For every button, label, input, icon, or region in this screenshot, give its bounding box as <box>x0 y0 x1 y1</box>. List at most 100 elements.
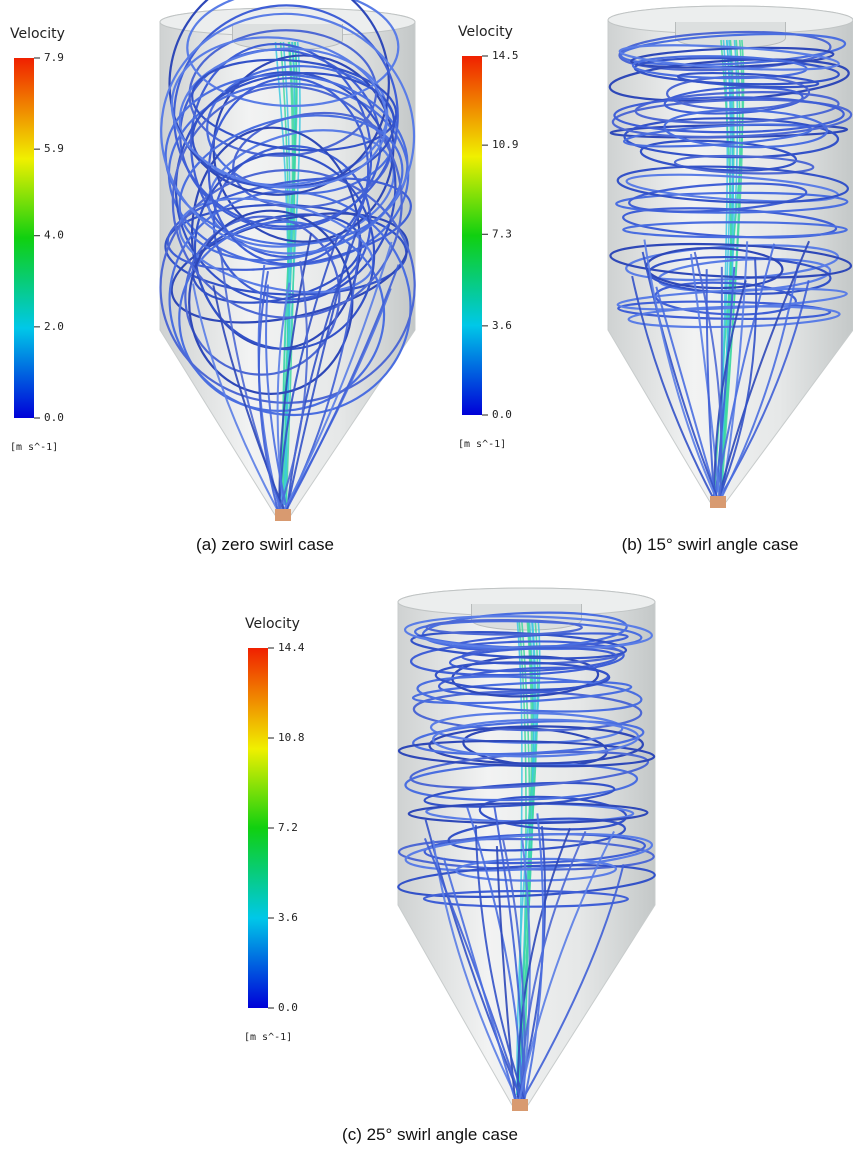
streamline <box>519 830 587 1102</box>
streamline <box>613 96 845 134</box>
streamline <box>277 261 309 512</box>
streamline <box>412 690 643 732</box>
streamline <box>404 832 654 872</box>
streamline <box>407 802 649 825</box>
streamline <box>429 711 624 744</box>
streamline <box>191 72 396 189</box>
colorbar-tick-label: 2.0 <box>44 320 64 333</box>
colorbar-tick-label: 3.6 <box>278 911 298 924</box>
outlet <box>512 1099 528 1111</box>
streamline <box>166 177 412 271</box>
streamline <box>212 285 286 512</box>
streamline <box>693 251 723 499</box>
colorbar-tick-label: 14.4 <box>278 641 305 654</box>
streamline <box>690 253 721 499</box>
colorbar-tick-label: 14.5 <box>492 49 519 62</box>
colorbar-tick-label: 7.9 <box>44 51 64 64</box>
streamline <box>428 725 645 765</box>
streamline <box>474 825 526 1102</box>
streamline <box>676 71 820 89</box>
streamline <box>455 857 618 882</box>
caption: (c) 25° swirl angle case <box>342 1125 518 1144</box>
streamline <box>617 300 832 321</box>
streamline <box>466 807 524 1102</box>
streamline <box>282 241 393 512</box>
streamline <box>191 58 398 152</box>
streamline <box>516 827 571 1102</box>
caption: (a) zero swirl case <box>196 535 334 554</box>
streamline <box>257 270 280 512</box>
streamline <box>720 261 800 499</box>
streamline <box>655 286 718 499</box>
streamline <box>168 0 390 196</box>
streamline <box>186 0 400 108</box>
streamline <box>641 251 719 499</box>
colorbar-tick-label: 0.0 <box>278 1001 298 1014</box>
colorbar-tick-label: 10.9 <box>492 138 519 151</box>
streamline <box>631 275 715 499</box>
streamline <box>284 264 400 512</box>
colorbar-title: Velocity <box>245 616 300 632</box>
streamline <box>425 618 583 636</box>
colorbar-tick-label: 4.0 <box>44 229 64 242</box>
streamline <box>159 168 416 404</box>
outlet <box>275 509 291 521</box>
streamline <box>523 813 545 1102</box>
streamline <box>609 242 853 279</box>
streamline <box>164 73 409 246</box>
streamline <box>495 846 517 1102</box>
streamline <box>192 283 279 512</box>
streamline <box>178 220 386 412</box>
streamline <box>705 269 716 499</box>
streamline <box>416 675 643 713</box>
streamline <box>628 182 808 213</box>
colorbar-unit: [m s^-1] <box>458 439 506 450</box>
streamline <box>665 75 811 111</box>
streamline <box>410 631 628 660</box>
panel: Velocity 0.0 3.6 7.3 10.9 14.5 [m s^-1] (b) 15°… <box>458 5 853 554</box>
streamline <box>717 240 810 499</box>
panel: Velocity 0.0 2.0 4.0 5.9 7.9 [m s^-1] (a) zero … <box>10 0 416 554</box>
streamline <box>714 266 736 499</box>
streamline <box>409 640 625 677</box>
streamline <box>630 46 835 69</box>
streamline <box>178 114 404 262</box>
streamline <box>623 117 840 159</box>
colorbar-unit: [m s^-1] <box>244 1032 292 1043</box>
streamline <box>717 256 758 499</box>
streamline <box>434 661 611 691</box>
streamline <box>265 284 289 512</box>
streamline <box>520 864 625 1102</box>
streamline <box>178 47 389 187</box>
streamline <box>518 831 615 1102</box>
colorbar <box>14 58 34 418</box>
streamline <box>618 30 832 72</box>
colorbar-tick-label: 3.6 <box>492 319 512 332</box>
streamline <box>448 647 618 673</box>
streamline <box>502 839 526 1102</box>
streamline <box>411 680 633 705</box>
streamline <box>663 86 804 115</box>
streamline <box>168 190 412 417</box>
streamline <box>184 215 341 376</box>
colorbar-unit: [m s^-1] <box>10 442 58 453</box>
streamline <box>618 44 840 71</box>
streamline <box>423 781 616 808</box>
streamline <box>663 109 829 149</box>
streamline <box>172 4 399 228</box>
colorbar-title: Velocity <box>458 24 513 40</box>
colorbar-tick-label: 7.2 <box>278 821 298 834</box>
colorbar-tick-label: 7.3 <box>492 227 512 240</box>
streamline <box>160 12 416 255</box>
streamline <box>643 239 717 499</box>
colorbar <box>462 56 482 415</box>
streamline <box>447 817 627 852</box>
panel: Velocity 0.0 3.6 7.2 10.8 14.4 [m s^-1] (c) 25°… <box>244 587 656 1144</box>
streamline <box>412 720 645 756</box>
outlet <box>710 496 726 508</box>
streamline <box>615 191 849 214</box>
streamline <box>432 718 640 758</box>
colorbar-tick-label: 0.0 <box>492 408 512 421</box>
streamline <box>170 212 409 324</box>
